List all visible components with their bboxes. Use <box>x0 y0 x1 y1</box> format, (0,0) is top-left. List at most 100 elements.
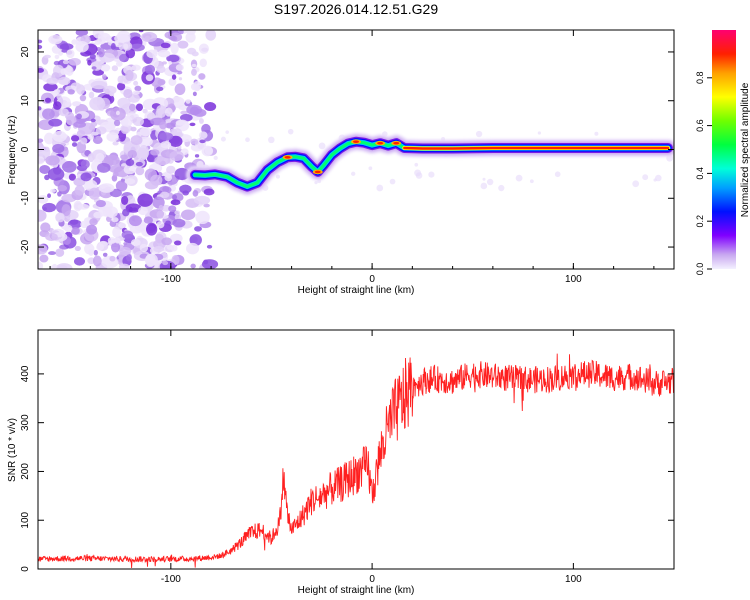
noise-blob <box>139 127 152 137</box>
noise-blob <box>119 246 132 256</box>
noise-blob <box>90 80 108 90</box>
noise-blob <box>38 244 48 255</box>
noise-blob <box>38 68 45 73</box>
snr-x-axis-label: Height of straight line (km) <box>298 585 415 596</box>
noise-blob <box>54 54 60 60</box>
colorbar-tick-label: 0.0 <box>695 263 705 276</box>
noise-blob <box>498 184 505 192</box>
noise-blob <box>482 177 486 181</box>
noise-blob <box>91 66 97 70</box>
noise-blob <box>132 90 140 95</box>
noise-blob <box>38 261 44 269</box>
noise-blob <box>47 167 65 181</box>
noise-blob <box>150 174 163 186</box>
colorbar-tick-label: 0.4 <box>695 167 705 180</box>
spectrogram-x-tick-label: -100 <box>161 274 181 285</box>
noise-blob <box>80 172 92 182</box>
noise-blob <box>53 89 61 94</box>
noise-blob <box>206 244 213 249</box>
noise-blob <box>121 195 129 205</box>
noise-blob <box>89 53 96 60</box>
noise-blob <box>75 40 89 53</box>
noise-blob <box>138 206 149 216</box>
noise-blob <box>170 244 178 252</box>
noise-blob <box>554 171 561 178</box>
noise-blob <box>111 242 121 253</box>
noise-blob <box>179 184 192 194</box>
snr-series-line <box>38 353 674 569</box>
noise-blob <box>76 130 86 137</box>
noise-blob <box>190 263 196 269</box>
noise-blob <box>156 86 164 92</box>
noise-blob <box>175 119 186 126</box>
noise-blob <box>141 31 158 43</box>
noise-blob <box>39 165 51 174</box>
spectrogram-ridge <box>186 132 674 196</box>
noise-blob <box>130 135 143 146</box>
colorbar: 0.0 0.2 0.4 0.6 0.8 Normalized spectral ampl… <box>695 30 750 275</box>
noise-blob <box>89 96 106 111</box>
noise-blob <box>172 218 186 228</box>
noise-blob <box>653 178 657 182</box>
noise-blob <box>93 249 98 256</box>
snr-y-tick-label: 400 <box>20 365 31 382</box>
noise-blob <box>162 260 169 266</box>
noise-blob <box>38 138 44 143</box>
noise-blob <box>73 121 87 128</box>
spectrogram-y-tick-label: 10 <box>20 95 31 107</box>
noise-blob <box>146 49 158 59</box>
noise-blob <box>193 195 211 205</box>
noise-blob <box>368 166 373 171</box>
spectrogram-y-tick-label: 0 <box>20 146 31 152</box>
colorbar-ticks: 0.0 0.2 0.4 0.6 0.8 <box>695 72 712 276</box>
noise-blob <box>48 118 63 127</box>
noise-blob <box>38 156 45 165</box>
noise-blob <box>112 226 121 238</box>
noise-blob <box>475 130 483 138</box>
noise-blob <box>314 181 318 185</box>
noise-blob <box>129 225 144 234</box>
noise-blob <box>123 43 129 50</box>
spectrogram-y-tick-label: -20 <box>20 239 31 254</box>
noise-blob <box>174 83 186 96</box>
noise-blob <box>113 119 121 127</box>
noise-blob <box>38 194 49 204</box>
noise-blob <box>88 187 101 200</box>
noise-blob <box>86 224 98 235</box>
noise-blob <box>89 218 98 226</box>
noise-blob <box>129 43 145 52</box>
noise-blob <box>62 160 77 173</box>
noise-blob <box>198 43 210 54</box>
noise-blob <box>157 78 166 86</box>
noise-blob <box>190 83 199 91</box>
spectrogram-y-tick-label: -10 <box>20 191 31 206</box>
noise-blob <box>76 84 86 95</box>
noise-blob <box>156 65 166 74</box>
noise-blob <box>172 194 178 200</box>
snr-frame <box>37 329 675 570</box>
noise-blob <box>58 108 69 117</box>
noise-blob <box>115 180 128 192</box>
noise-blob <box>38 106 42 111</box>
noise-blob <box>186 242 200 255</box>
noise-blob <box>43 82 58 92</box>
noise-blob <box>164 174 173 182</box>
noise-blob <box>38 209 47 222</box>
noise-blob <box>92 255 102 267</box>
noise-blob <box>123 88 133 99</box>
spectrogram-x-tick-label: 100 <box>565 274 582 285</box>
noise-blob <box>60 68 67 76</box>
ridge-hotspot-core <box>284 156 291 159</box>
noise-blob <box>137 193 153 207</box>
noise-blob <box>122 208 130 217</box>
noise-blob <box>169 150 184 161</box>
noise-blob <box>186 104 203 115</box>
noise-blob <box>175 64 184 71</box>
noise-blob <box>76 113 82 120</box>
noise-blob <box>115 110 120 116</box>
noise-blob <box>56 93 62 100</box>
noise-blob <box>125 158 135 167</box>
chart-title: S197.2026.014.12.51.G29 <box>273 1 439 17</box>
noise-blob <box>38 39 43 44</box>
